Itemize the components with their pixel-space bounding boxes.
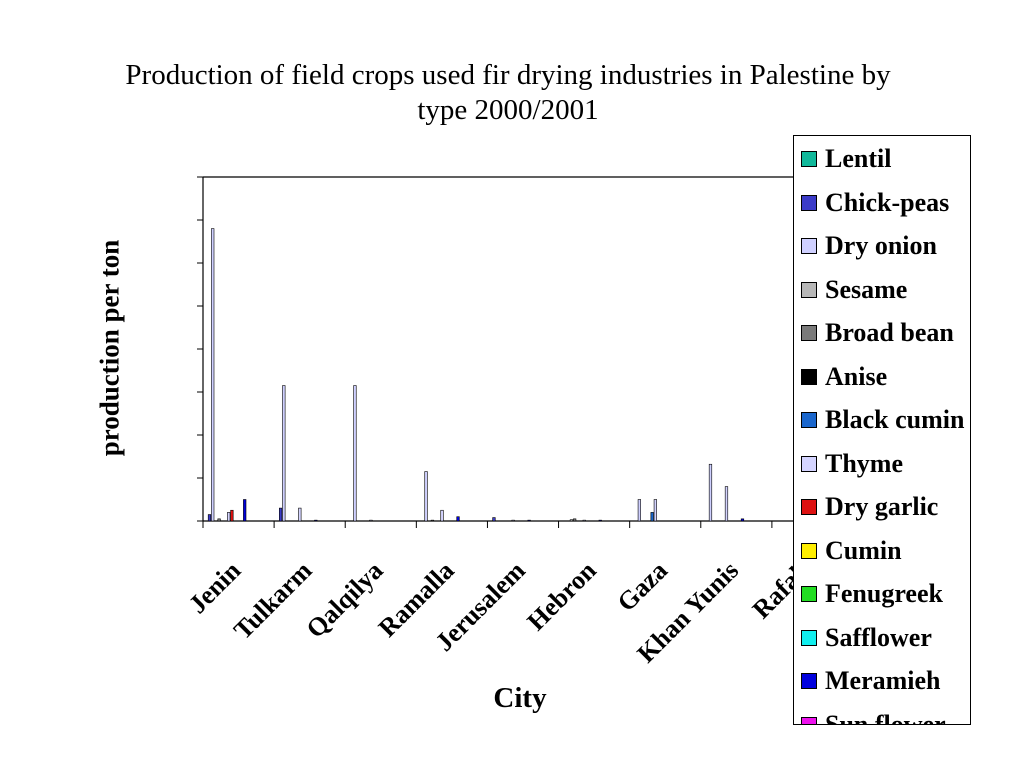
- bar-dry-onion-ramalla: [424, 471, 428, 522]
- legend-label: Safflower: [825, 622, 932, 652]
- legend-label: Anise: [825, 361, 888, 391]
- legend-item-lentil: Lentil: [801, 144, 891, 174]
- legend-item-thyme: Thyme: [801, 449, 903, 479]
- legend-swatch: [801, 716, 817, 724]
- bar-thyme-jenin: [227, 512, 231, 522]
- bar-dry-onion-tulkarm: [282, 385, 286, 522]
- legend-label: Black cumin: [825, 405, 965, 434]
- legend-swatch: [801, 368, 817, 385]
- legend-label: Chick-peas: [825, 187, 950, 217]
- bar-meramieh-khan-yunis: [740, 518, 745, 522]
- legend-label: Lentil: [825, 144, 892, 173]
- bar-dry-onion-khan-yunis: [708, 463, 713, 522]
- legend-swatch: [801, 629, 817, 646]
- bar-chick-peas-jenin: [207, 514, 212, 522]
- legend-swatch: [801, 499, 817, 516]
- legend-swatch: [801, 412, 817, 429]
- bar-dry-onion-jenin: [211, 228, 215, 522]
- legend-item-dry-onion: Dry onion: [801, 231, 937, 261]
- legend-swatch: [801, 151, 817, 168]
- legend-label: Dry garlic: [825, 492, 939, 521]
- bar-meramieh-jenin: [243, 499, 247, 522]
- legend-swatch: [801, 325, 817, 342]
- legend-item-anise: Anise: [801, 362, 887, 392]
- legend-swatch: [801, 281, 817, 298]
- bar-thyme-gaza: [653, 499, 657, 522]
- bar-dry-onion-gaza: [637, 499, 641, 522]
- x-tick-label-qalqilya: Qalqilya: [301, 556, 389, 644]
- bar-meramieh-hebron: [598, 519, 602, 522]
- legend-label: Fenugreek: [825, 579, 943, 608]
- bar-meramieh-tulkarm: [314, 519, 318, 522]
- legend-swatch: [801, 586, 817, 603]
- legend-item-safflower: Safflower: [801, 623, 932, 653]
- bar-meramieh-jerusalem: [527, 519, 531, 522]
- legend-label: Meramieh: [825, 666, 941, 695]
- x-tick-label-hebron: Hebron: [521, 555, 602, 636]
- legend-swatch: [801, 673, 817, 690]
- bar-thyme-jerusalem: [511, 519, 515, 522]
- bar-thyme-tulkarm: [298, 507, 302, 522]
- legend-label: Cumin: [825, 535, 902, 565]
- legend-item-black-cumin: Black cumin: [801, 405, 964, 435]
- chart-legend: Lentil Chick-peas Dry onion Sesame Broad bea…: [793, 135, 971, 725]
- legend-item-fenugreek: Fenugreek: [801, 579, 943, 609]
- legend-item-cumin: Cumin: [801, 536, 902, 566]
- legend-label: Broad bean: [825, 318, 954, 347]
- legend-item-sun-flower: Sun flower: [801, 709, 946, 725]
- legend-swatch: [801, 194, 817, 211]
- legend-label: Sun flower: [825, 709, 946, 725]
- bar-sesame-hebron: [569, 519, 574, 522]
- x-tick-label-tulkarm: Tulkarm: [228, 555, 318, 645]
- legend-item-sesame: Sesame: [801, 275, 907, 305]
- bar-thyme-khan-yunis: [724, 486, 729, 522]
- bar-dry-garlic-jenin: [230, 509, 234, 522]
- legend-item-meramieh: Meramieh: [801, 666, 941, 696]
- legend-label: Thyme: [825, 448, 903, 478]
- bar-thyme-hebron: [582, 519, 586, 522]
- bar-chick-peas-jerusalem: [492, 517, 496, 522]
- x-tick-label-jenin: Jenin: [183, 555, 247, 619]
- legend-item-broad-bean: Broad bean: [801, 318, 954, 348]
- bar-thyme-ramalla: [440, 509, 444, 522]
- bar-dry-onion-qalqilya: [353, 385, 357, 522]
- x-tick-label-gaza: Gaza: [612, 556, 673, 617]
- bar-chick-peas-tulkarm: [279, 507, 283, 522]
- legend-swatch: [801, 238, 817, 255]
- x-axis-label: City: [493, 682, 547, 714]
- chart-title: Production of field crops used fir dryin…: [125, 59, 891, 126]
- legend-item-chick-peas: Chick-peas: [801, 188, 949, 218]
- bar-meramieh-ramalla: [456, 516, 460, 522]
- bar-broad-bean-jenin: [217, 518, 221, 522]
- bar-broad-bean-hebron: [573, 518, 577, 522]
- legend-label: Dry onion: [825, 231, 937, 260]
- legend-label: Sesame: [825, 274, 908, 304]
- legend-item-dry-garlic: Dry garlic: [801, 492, 938, 522]
- bar-thyme-qalqilya: [369, 519, 373, 522]
- bar-broad-bean-ramalla: [430, 519, 435, 522]
- legend-swatch: [801, 455, 817, 472]
- bar-black-cumin-gaza: [650, 512, 654, 522]
- legend-swatch: [801, 542, 817, 559]
